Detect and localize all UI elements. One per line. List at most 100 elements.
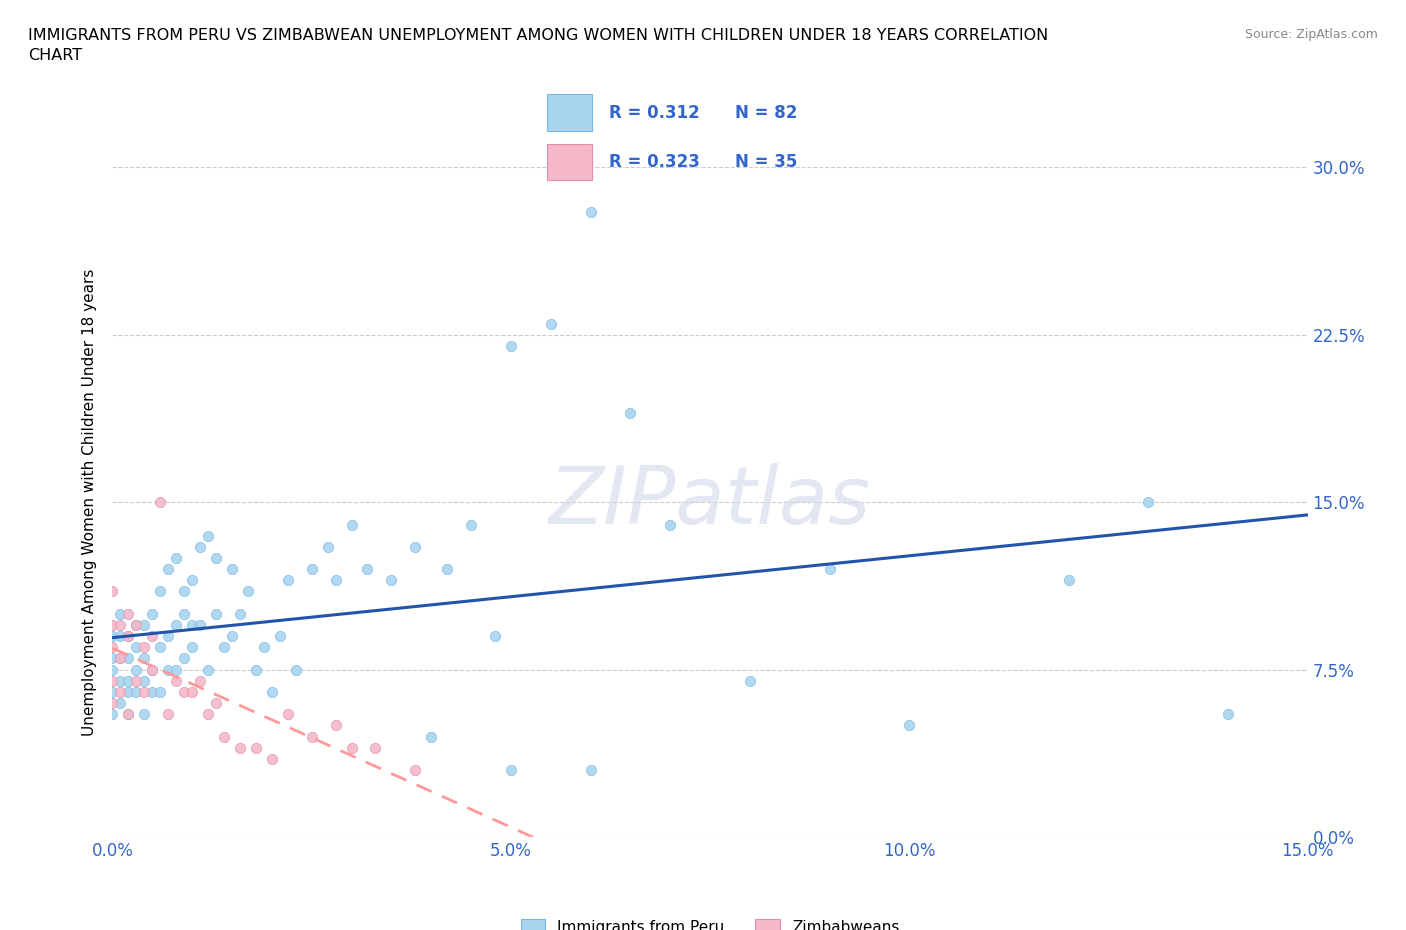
Text: IMMIGRANTS FROM PERU VS ZIMBABWEAN UNEMPLOYMENT AMONG WOMEN WITH CHILDREN UNDER : IMMIGRANTS FROM PERU VS ZIMBABWEAN UNEMP…	[28, 28, 1049, 62]
Point	[157, 562, 180, 577]
Point	[101, 707, 124, 722]
Point	[117, 707, 139, 722]
Text: ZIPatlas: ZIPatlas	[548, 463, 872, 541]
Point	[229, 740, 252, 755]
Point	[205, 551, 228, 565]
Point	[205, 606, 228, 621]
Point	[197, 707, 219, 722]
Point	[181, 618, 204, 632]
Point	[125, 618, 148, 632]
Point	[110, 629, 132, 644]
Point	[173, 684, 195, 699]
Point	[125, 662, 148, 677]
Point	[101, 618, 124, 632]
Legend: Immigrants from Peru, Zimbabweans: Immigrants from Peru, Zimbabweans	[513, 911, 907, 930]
Point	[101, 640, 124, 655]
Point	[197, 662, 219, 677]
Point	[404, 539, 426, 554]
Point	[117, 707, 139, 722]
Y-axis label: Unemployment Among Women with Children Under 18 years: Unemployment Among Women with Children U…	[82, 269, 97, 736]
Point	[188, 539, 211, 554]
Point	[125, 684, 148, 699]
Point	[499, 339, 522, 353]
Point	[101, 673, 124, 688]
Point	[165, 618, 187, 632]
Point	[284, 662, 307, 677]
Point	[141, 606, 163, 621]
Point	[269, 629, 291, 644]
Point	[101, 662, 124, 677]
Point	[738, 673, 761, 688]
Point	[134, 684, 156, 699]
Text: R = 0.312: R = 0.312	[609, 103, 699, 122]
Point	[898, 718, 921, 733]
Point	[499, 763, 522, 777]
Point	[117, 629, 139, 644]
Point	[1137, 495, 1160, 510]
Point	[110, 673, 132, 688]
Point	[579, 763, 602, 777]
Point	[110, 684, 132, 699]
Point	[619, 405, 641, 420]
Point	[141, 684, 163, 699]
Point	[173, 606, 195, 621]
Point	[340, 740, 363, 755]
Text: R = 0.323: R = 0.323	[609, 153, 700, 171]
Point	[221, 562, 243, 577]
Point	[173, 651, 195, 666]
Point	[117, 606, 139, 621]
Point	[134, 618, 156, 632]
Point	[149, 495, 172, 510]
Point	[149, 684, 172, 699]
FancyBboxPatch shape	[547, 94, 592, 131]
Point	[1216, 707, 1239, 722]
Point	[404, 763, 426, 777]
Point	[134, 640, 156, 655]
Point	[659, 517, 682, 532]
Point	[134, 673, 156, 688]
Point	[253, 640, 276, 655]
Point	[818, 562, 841, 577]
Point	[1057, 573, 1080, 588]
Point	[165, 673, 187, 688]
Point	[197, 528, 219, 543]
Point	[149, 584, 172, 599]
Point	[101, 684, 124, 699]
Point	[101, 696, 124, 711]
Point	[165, 551, 187, 565]
FancyBboxPatch shape	[547, 143, 592, 180]
Point	[540, 316, 562, 331]
Point	[149, 640, 172, 655]
Point	[110, 696, 132, 711]
Point	[125, 618, 148, 632]
Point	[229, 606, 252, 621]
Point	[212, 640, 235, 655]
Point	[260, 751, 283, 766]
Point	[364, 740, 387, 755]
Point	[340, 517, 363, 532]
Point	[380, 573, 402, 588]
Point	[460, 517, 482, 532]
Point	[221, 629, 243, 644]
Point	[245, 662, 267, 677]
Point	[277, 707, 299, 722]
Point	[356, 562, 378, 577]
Text: N = 35: N = 35	[735, 153, 797, 171]
Point	[212, 729, 235, 744]
Point	[117, 673, 139, 688]
Point	[157, 707, 180, 722]
Point	[236, 584, 259, 599]
Point	[181, 573, 204, 588]
Point	[181, 640, 204, 655]
Point	[117, 629, 139, 644]
Point	[101, 584, 124, 599]
Text: N = 82: N = 82	[735, 103, 797, 122]
Point	[134, 707, 156, 722]
Point	[125, 640, 148, 655]
Point	[245, 740, 267, 755]
Point	[181, 684, 204, 699]
Point	[484, 629, 506, 644]
Point	[101, 629, 124, 644]
Point	[101, 651, 124, 666]
Point	[260, 684, 283, 699]
